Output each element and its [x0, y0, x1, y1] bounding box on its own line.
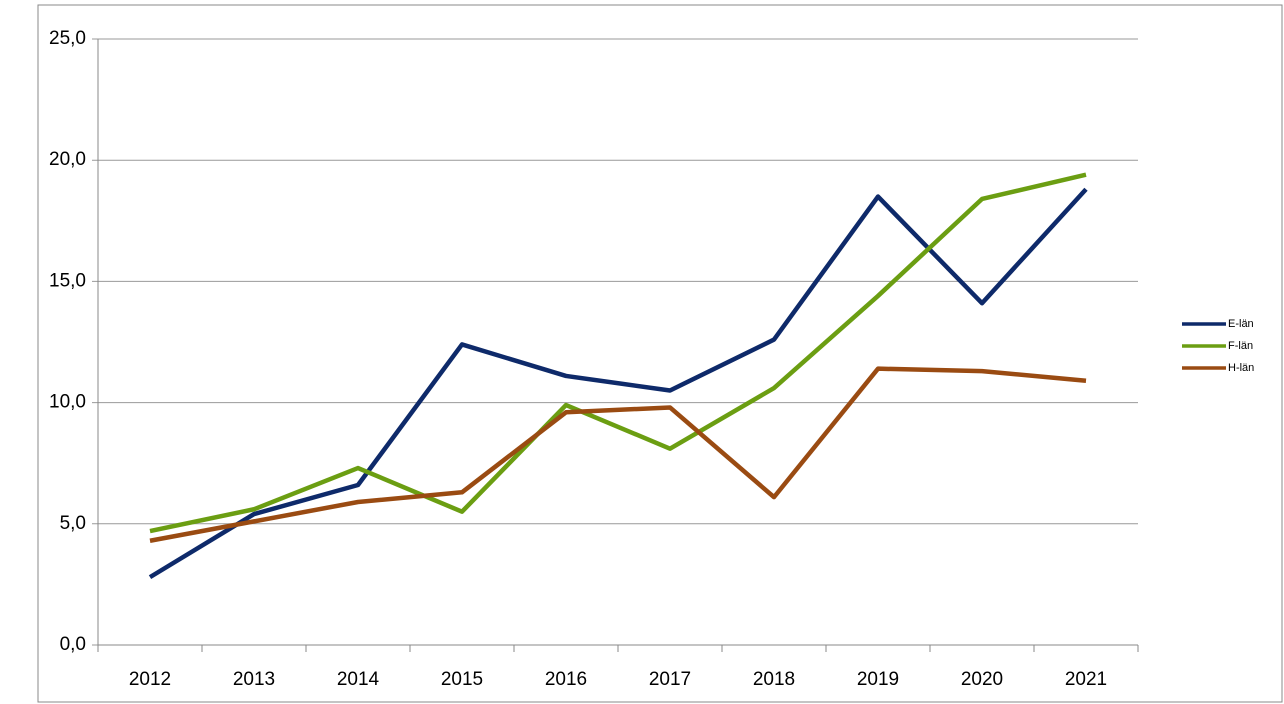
x-tick-label: 2012 [129, 669, 171, 690]
legend-label: F-län [1228, 340, 1253, 352]
x-tick-label: 2020 [961, 669, 1003, 690]
legend-label: E-län [1228, 318, 1254, 330]
y-tick-label: 0,0 [60, 634, 86, 655]
line-series [149, 366, 1087, 543]
x-tick-label: 2021 [1065, 669, 1107, 690]
legend-label: H-län [1228, 362, 1254, 374]
x-tick-label: 2019 [857, 669, 899, 690]
x-tick-label: 2016 [545, 669, 587, 690]
y-tick-label: 25,0 [49, 28, 86, 49]
x-tick-label: 2014 [337, 669, 380, 690]
x-tick-label: 2018 [753, 669, 795, 690]
line-series [149, 172, 1087, 534]
y-tick-label: 20,0 [49, 149, 86, 170]
x-tick-label: 2017 [649, 669, 691, 690]
chart-frame [37, 4, 1283, 703]
x-tick-label: 2015 [441, 669, 483, 690]
x-tick-label: 2013 [233, 669, 275, 690]
y-tick-label: 10,0 [49, 392, 86, 413]
y-tick-label: 15,0 [49, 270, 86, 291]
y-tick-label: 5,0 [60, 513, 86, 534]
